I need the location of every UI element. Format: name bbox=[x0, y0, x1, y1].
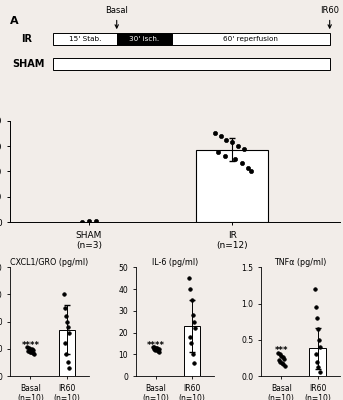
Text: IR60: IR60 bbox=[320, 6, 339, 28]
Point bbox=[316, 364, 321, 370]
Point bbox=[28, 349, 34, 355]
Point bbox=[232, 156, 238, 162]
Point bbox=[31, 347, 36, 353]
Point bbox=[86, 218, 92, 224]
Text: 60' reperfusion: 60' reperfusion bbox=[223, 36, 278, 42]
Text: A: A bbox=[10, 16, 19, 26]
Point bbox=[212, 130, 218, 136]
Point bbox=[189, 297, 194, 303]
Point bbox=[25, 344, 30, 351]
Text: ****: **** bbox=[147, 340, 165, 350]
Point bbox=[26, 345, 32, 352]
Title: TNFα (pg/ml): TNFα (pg/ml) bbox=[274, 258, 327, 266]
Point bbox=[317, 369, 323, 376]
Point bbox=[278, 358, 283, 365]
Bar bbox=[59, 330, 75, 376]
Point bbox=[156, 346, 162, 352]
Point bbox=[155, 348, 161, 354]
Bar bbox=[197, 150, 268, 222]
Point bbox=[314, 315, 320, 321]
Point bbox=[62, 340, 67, 346]
Bar bbox=[184, 326, 200, 376]
Point bbox=[187, 275, 192, 281]
Point bbox=[314, 358, 319, 365]
Bar bbox=[53, 58, 330, 70]
Point bbox=[241, 145, 246, 152]
Point bbox=[187, 334, 193, 340]
Point bbox=[192, 325, 198, 331]
Point bbox=[66, 365, 72, 371]
Point bbox=[188, 340, 194, 346]
Point bbox=[153, 344, 158, 351]
Point bbox=[313, 351, 318, 358]
Point bbox=[152, 347, 158, 353]
Point bbox=[313, 304, 319, 310]
Point bbox=[66, 324, 71, 330]
Text: ****: **** bbox=[21, 340, 39, 350]
Point bbox=[239, 159, 245, 166]
Point bbox=[248, 168, 253, 175]
Point bbox=[154, 345, 160, 351]
Title: IL-6 (pg/ml): IL-6 (pg/ml) bbox=[152, 258, 198, 266]
Point bbox=[318, 344, 323, 350]
Point bbox=[67, 329, 72, 336]
Bar bbox=[53, 33, 117, 45]
Point bbox=[30, 350, 35, 356]
Point bbox=[275, 350, 281, 356]
Text: Basal: Basal bbox=[105, 6, 128, 28]
Point bbox=[62, 305, 68, 311]
Point bbox=[281, 361, 286, 368]
Point bbox=[281, 356, 287, 362]
Point bbox=[190, 351, 196, 358]
Point bbox=[31, 350, 36, 357]
Text: SHAM: SHAM bbox=[12, 59, 45, 69]
Point bbox=[63, 351, 69, 358]
Point bbox=[315, 326, 321, 332]
Point bbox=[156, 348, 162, 355]
Point bbox=[152, 344, 157, 350]
Point bbox=[279, 352, 284, 359]
Point bbox=[192, 360, 197, 366]
Point bbox=[64, 318, 70, 325]
Point bbox=[151, 346, 156, 353]
Point bbox=[316, 336, 322, 343]
Point bbox=[79, 218, 85, 225]
Bar bbox=[117, 33, 172, 45]
Bar bbox=[309, 348, 326, 376]
Point bbox=[235, 143, 241, 149]
Bar bbox=[172, 33, 330, 45]
Text: IR: IR bbox=[21, 34, 32, 44]
Point bbox=[279, 360, 285, 366]
Point bbox=[276, 357, 282, 363]
Point bbox=[312, 286, 318, 292]
Point bbox=[27, 348, 32, 355]
Text: ***: *** bbox=[274, 346, 288, 355]
Point bbox=[65, 359, 70, 366]
Text: 30' isch.: 30' isch. bbox=[129, 36, 159, 42]
Point bbox=[191, 318, 197, 325]
Point bbox=[154, 347, 159, 354]
Point bbox=[280, 354, 285, 360]
Point bbox=[222, 153, 228, 160]
Point bbox=[61, 291, 67, 298]
Point bbox=[218, 133, 224, 139]
Point bbox=[27, 346, 33, 352]
Point bbox=[25, 348, 31, 354]
Point bbox=[245, 164, 251, 171]
Point bbox=[224, 136, 229, 143]
Point bbox=[282, 363, 287, 369]
Point bbox=[29, 346, 35, 352]
Title: CXCL1/GRO (pg/ml): CXCL1/GRO (pg/ml) bbox=[10, 258, 88, 266]
Point bbox=[93, 218, 99, 224]
Point bbox=[277, 351, 283, 358]
Point bbox=[229, 139, 235, 146]
Point bbox=[215, 149, 221, 156]
Point bbox=[63, 313, 69, 320]
Text: 15' Stab.: 15' Stab. bbox=[69, 36, 101, 42]
Point bbox=[190, 312, 196, 318]
Point bbox=[150, 344, 156, 350]
Point bbox=[188, 286, 193, 292]
